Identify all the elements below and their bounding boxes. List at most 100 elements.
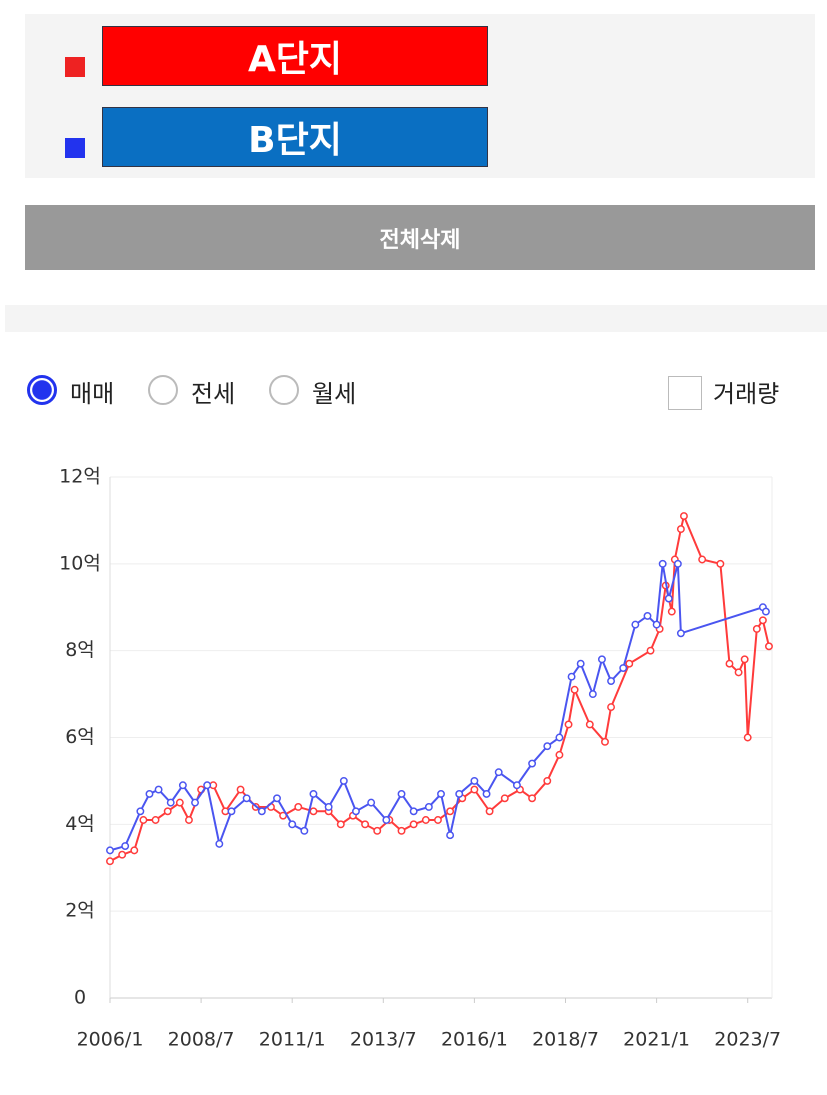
x-tick-label: 2013/7 xyxy=(350,1029,417,1051)
radio-button[interactable] xyxy=(27,375,57,405)
data-point xyxy=(643,611,652,620)
y-tick-label: 4억 xyxy=(65,813,95,835)
data-point xyxy=(528,794,537,803)
y-tick-label: 2억 xyxy=(65,900,95,922)
data-point xyxy=(652,620,661,629)
data-point xyxy=(743,733,752,742)
volume-checkbox[interactable] xyxy=(668,376,702,410)
data-point xyxy=(373,826,382,835)
radio-label: 월세 xyxy=(312,380,357,408)
data-point xyxy=(288,820,297,829)
data-point xyxy=(570,685,579,694)
series-line xyxy=(109,512,770,863)
data-point xyxy=(227,807,236,816)
data-point xyxy=(455,789,464,798)
data-point xyxy=(242,794,251,803)
data-point xyxy=(740,655,749,664)
y-tick-label: 0 xyxy=(74,987,86,1009)
data-point xyxy=(555,750,564,759)
data-point xyxy=(257,807,266,816)
data-point xyxy=(361,820,370,829)
data-point xyxy=(382,816,391,824)
data-point xyxy=(588,690,597,699)
data-point xyxy=(658,559,667,568)
x-tick-label: 2006/1 xyxy=(77,1029,144,1051)
x-tick-label: 2018/7 xyxy=(532,1029,599,1051)
data-point xyxy=(528,759,537,768)
data-point xyxy=(397,789,406,798)
data-point xyxy=(676,525,685,534)
data-point xyxy=(139,816,148,824)
data-point xyxy=(154,785,163,794)
data-point xyxy=(607,703,616,712)
data-point xyxy=(409,820,418,829)
data-point xyxy=(664,594,673,603)
data-point xyxy=(734,668,743,677)
data-point xyxy=(106,857,114,866)
data-point xyxy=(758,616,767,625)
data-point xyxy=(543,776,552,785)
data-point xyxy=(106,846,114,855)
data-point xyxy=(437,789,445,798)
x-tick-label: 2021/1 xyxy=(623,1029,690,1051)
data-point xyxy=(118,850,127,859)
x-tick-label: 2016/1 xyxy=(441,1029,508,1051)
data-point xyxy=(485,807,494,816)
y-tick-label: 6억 xyxy=(65,726,95,748)
radio-button[interactable] xyxy=(269,375,299,405)
data-point xyxy=(564,720,573,729)
data-point xyxy=(625,659,634,668)
data-point xyxy=(494,768,503,777)
data-point xyxy=(698,555,707,564)
data-point xyxy=(166,798,175,807)
radio-label: 전세 xyxy=(191,380,236,408)
data-point xyxy=(470,776,479,785)
data-point xyxy=(352,807,360,816)
data-point xyxy=(679,512,688,521)
y-tick-label: 12억 xyxy=(59,466,101,488)
complex-bar[interactable]: B단지 xyxy=(102,107,488,167)
data-point xyxy=(716,559,725,568)
delete-button[interactable]: 전체삭제 xyxy=(25,205,815,270)
data-point xyxy=(482,789,491,798)
data-point xyxy=(512,781,521,790)
data-point xyxy=(367,798,376,807)
data-point xyxy=(397,826,406,835)
y-tick-label: 8억 xyxy=(65,639,95,661)
data-point xyxy=(339,776,348,785)
data-point xyxy=(567,672,576,681)
complex-marker xyxy=(65,57,85,77)
data-point xyxy=(601,737,609,746)
data-point xyxy=(543,742,552,751)
data-point xyxy=(597,655,606,664)
data-point xyxy=(324,803,333,811)
data-point xyxy=(145,789,154,798)
data-point xyxy=(555,733,564,742)
separator xyxy=(5,305,827,332)
data-point xyxy=(585,720,594,729)
data-point xyxy=(409,807,418,816)
data-point xyxy=(136,807,145,816)
data-point xyxy=(446,831,455,840)
data-point xyxy=(752,625,761,633)
complex-marker xyxy=(65,138,85,158)
data-point xyxy=(631,620,640,629)
x-tick-label: 2011/1 xyxy=(259,1029,326,1051)
complex-bar[interactable]: A단지 xyxy=(102,26,488,86)
radio-button[interactable] xyxy=(148,375,178,405)
x-tick-label: 2023/7 xyxy=(714,1029,781,1051)
data-point xyxy=(607,677,616,686)
data-point xyxy=(673,559,682,568)
data-point xyxy=(273,794,281,803)
data-point xyxy=(646,646,655,655)
data-point xyxy=(576,659,585,668)
data-point xyxy=(765,642,773,651)
data-point xyxy=(294,803,303,811)
data-point xyxy=(336,820,345,829)
data-point xyxy=(121,842,130,850)
data-point xyxy=(215,839,224,848)
data-point xyxy=(191,798,199,807)
radio-label: 매매 xyxy=(70,380,115,408)
data-point xyxy=(163,807,172,816)
